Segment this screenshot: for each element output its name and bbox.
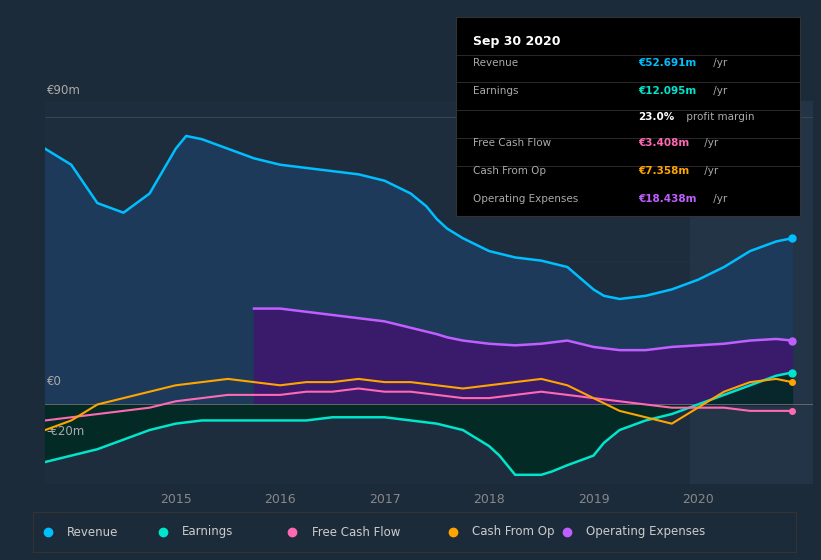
Text: /yr: /yr: [710, 86, 727, 96]
Text: /yr: /yr: [701, 166, 718, 176]
Text: Revenue: Revenue: [473, 58, 518, 68]
Text: €3.408m: €3.408m: [639, 138, 690, 148]
Text: Operating Expenses: Operating Expenses: [586, 525, 705, 539]
Text: €18.438m: €18.438m: [639, 194, 697, 204]
Text: €52.691m: €52.691m: [639, 58, 697, 68]
Text: Free Cash Flow: Free Cash Flow: [473, 138, 551, 148]
Text: Operating Expenses: Operating Expenses: [473, 194, 578, 204]
Bar: [690, 101, 813, 484]
Text: profit margin: profit margin: [683, 112, 754, 122]
Text: €0: €0: [47, 375, 62, 388]
Text: Cash From Op: Cash From Op: [473, 166, 546, 176]
Text: /yr: /yr: [701, 138, 718, 148]
Text: /yr: /yr: [710, 194, 727, 204]
Text: /yr: /yr: [710, 58, 727, 68]
Text: €7.358m: €7.358m: [639, 166, 690, 176]
Text: Revenue: Revenue: [67, 525, 118, 539]
Text: Earnings: Earnings: [473, 86, 518, 96]
Text: €12.095m: €12.095m: [639, 86, 697, 96]
Text: Earnings: Earnings: [181, 525, 233, 539]
Text: €90m: €90m: [47, 84, 80, 97]
Text: 23.0%: 23.0%: [639, 112, 675, 122]
Text: -€20m: -€20m: [47, 425, 85, 438]
Text: Free Cash Flow: Free Cash Flow: [311, 525, 400, 539]
Text: Sep 30 2020: Sep 30 2020: [473, 35, 561, 48]
Text: Cash From Op: Cash From Op: [472, 525, 554, 539]
